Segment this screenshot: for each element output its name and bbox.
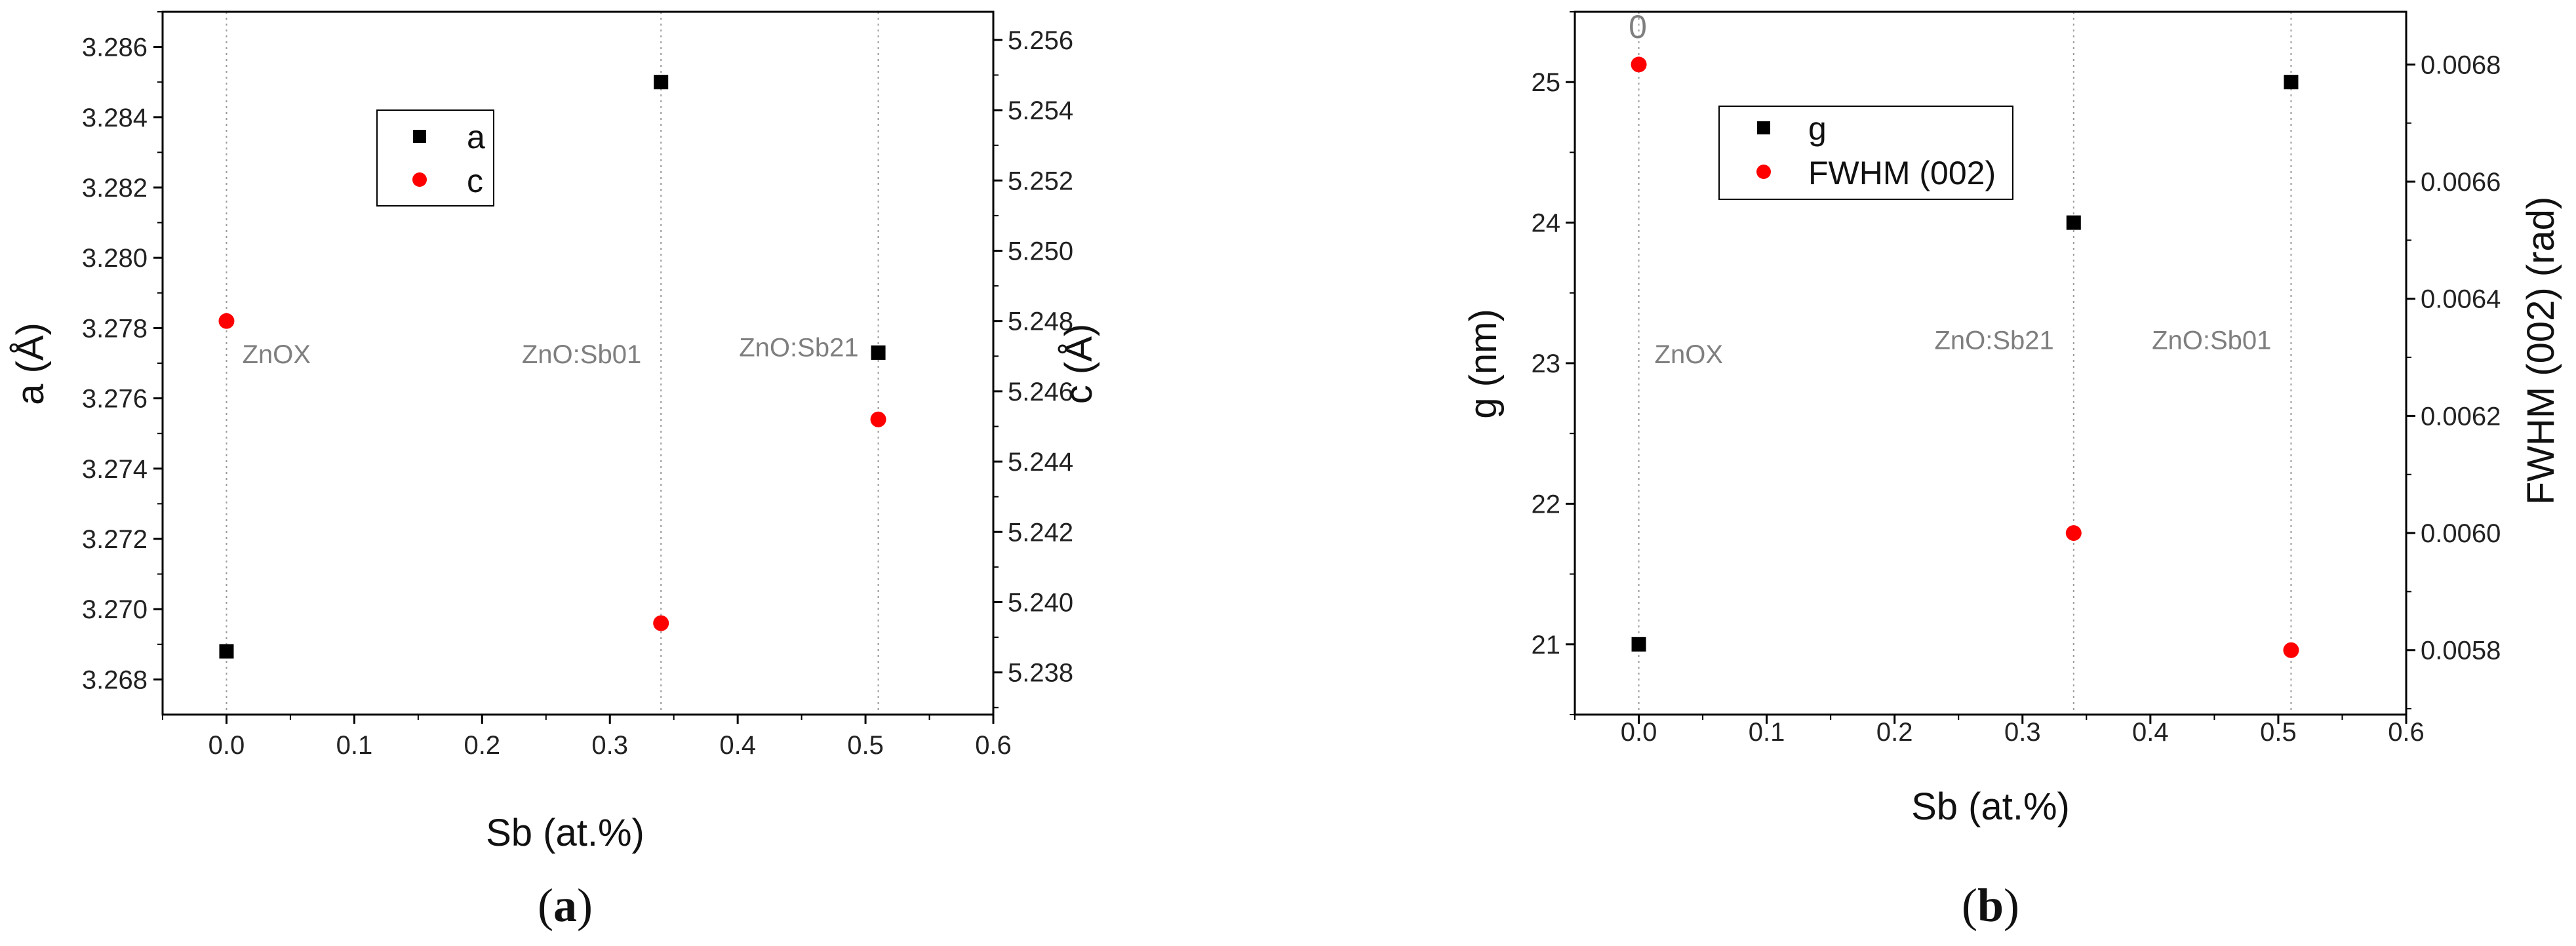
- y-tick-label: 3.274: [82, 455, 148, 484]
- y2-tick-label: 5.254: [1008, 96, 1073, 125]
- chart-panel-a: 0.0 0.1 0.2 0.3 0.4 0.5 0.6 3.268 3.270 3.272 3.2…: [9, 10, 1100, 932]
- legend-label-a: a: [467, 119, 485, 155]
- legend-marker-a: [413, 130, 426, 143]
- x-tick-label: 0.5: [2260, 718, 2297, 747]
- data-point-a: [219, 644, 234, 659]
- y-axis-title-g: g (nm): [1462, 309, 1505, 419]
- y2-tick-label: 0.0068: [2421, 50, 2501, 79]
- x-axis-title-b: Sb (at.%): [1911, 785, 2070, 828]
- chart-panel-b: 0.0 0.1 0.2 0.3 0.4 0.5 0.6 21 22 23 24 25 0.0058 0…: [1462, 9, 2562, 932]
- panel-letter-a: a: [553, 879, 577, 932]
- data-point-c: [653, 615, 669, 631]
- y2-axis-title-c: c (Å): [1058, 324, 1100, 404]
- legend-label-g: g: [1808, 110, 1827, 147]
- panel-letter-b: b: [1977, 879, 2004, 932]
- legend-b: g FWHM (002): [1718, 106, 2013, 200]
- y-tick-label: 3.270: [82, 595, 148, 624]
- panel-label-b: (b): [1962, 879, 2019, 932]
- y2-tick-label: 5.242: [1008, 518, 1073, 547]
- top-label-b: 0: [1629, 9, 1647, 45]
- y-tick-label: 3.276: [82, 385, 148, 414]
- x-tick-label: 0.2: [1876, 718, 1913, 747]
- x-tick-label: 0.3: [2004, 718, 2041, 747]
- y-tick-label: 3.284: [82, 104, 148, 132]
- data-point-c: [218, 313, 235, 329]
- y2-axis-title-fwhm: FWHM (002) (rad): [2520, 197, 2562, 505]
- data-point-fwhm-002: [1631, 56, 1647, 73]
- y2-tick-label: 5.250: [1008, 237, 1073, 266]
- data-point-fwhm-002: [2065, 525, 2082, 542]
- legend-label-fwhm: FWHM (002): [1808, 155, 1996, 191]
- legend-a: a c: [376, 109, 494, 207]
- x-tick-label: 0.4: [719, 731, 756, 760]
- x-tick-label: 0.4: [2132, 718, 2169, 747]
- data-point-c: [870, 411, 886, 427]
- y2-tick-label: 5.256: [1008, 26, 1073, 55]
- data-point-g: [2066, 215, 2081, 230]
- data-point-a: [871, 345, 886, 360]
- x-axis-title-a: Sb (at.%): [486, 812, 644, 854]
- y2-tick-label: 5.246: [1008, 378, 1073, 406]
- y2-tick-label: 5.252: [1008, 167, 1073, 195]
- x-tick-label: 0.1: [1749, 718, 1785, 747]
- y-tick-label: 3.286: [82, 33, 148, 62]
- sample-annotation: ZnOX: [1655, 340, 1723, 369]
- y-axis-title-a: a (Å): [9, 323, 52, 405]
- x-tick-label: 0.6: [2388, 718, 2425, 747]
- y2-tick-label: 5.238: [1008, 659, 1073, 688]
- legend-marker-c: [412, 172, 427, 187]
- sample-annotation: ZnOX: [242, 340, 310, 369]
- sample-annotation: ZnO:Sb21: [1934, 326, 2053, 355]
- legend-box-a: [376, 109, 494, 207]
- y2-tick-label: 5.244: [1008, 448, 1073, 477]
- legend-marker-g: [1757, 121, 1770, 134]
- x-tick-label: 0.3: [591, 731, 628, 760]
- x-tick-label: 0.5: [847, 731, 884, 760]
- legend-label-c: c: [467, 163, 483, 199]
- y-tick-label: 3.268: [82, 665, 148, 694]
- sample-annotation: ZnO:Sb01: [522, 340, 641, 369]
- data-point-g: [2284, 75, 2299, 90]
- y2-tick-label: 0.0060: [2421, 519, 2501, 548]
- y2-tick-label: 0.0064: [2421, 285, 2501, 314]
- x-tick-label: 0.1: [336, 731, 373, 760]
- panel-label-a: (a): [538, 879, 593, 932]
- y-tick-label: 22: [1532, 490, 1561, 519]
- y2-tick-label: 0.0062: [2421, 402, 2501, 431]
- sample-annotation: ZnO:Sb21: [739, 333, 858, 362]
- x-tick-label: 0.6: [975, 731, 1012, 760]
- y-tick-label: 3.282: [82, 174, 148, 203]
- y2-tick-label: 5.240: [1008, 588, 1073, 617]
- x-tick-label: 0.0: [1621, 718, 1657, 747]
- y-tick-label: 24: [1532, 209, 1561, 238]
- data-point-a: [654, 75, 669, 90]
- y-tick-label: 3.280: [82, 244, 148, 273]
- y-tick-label: 21: [1532, 631, 1561, 660]
- y2-tick-label: 0.0066: [2421, 168, 2501, 197]
- y-tick-label: 23: [1532, 349, 1561, 378]
- y-tick-label: 3.272: [82, 525, 148, 554]
- y2-tick-label: 0.0058: [2421, 637, 2501, 665]
- y2-tick-label: 5.248: [1008, 307, 1073, 336]
- data-point-fwhm-002: [2283, 642, 2299, 658]
- sample-annotation: ZnO:Sb01: [2152, 326, 2271, 355]
- data-point-g: [1631, 637, 1646, 652]
- y-tick-label: 25: [1532, 68, 1561, 97]
- x-tick-label: 0.0: [208, 731, 245, 760]
- y-tick-label: 3.278: [82, 314, 148, 343]
- legend-marker-fwhm: [1756, 165, 1771, 179]
- x-tick-label: 0.2: [464, 731, 501, 760]
